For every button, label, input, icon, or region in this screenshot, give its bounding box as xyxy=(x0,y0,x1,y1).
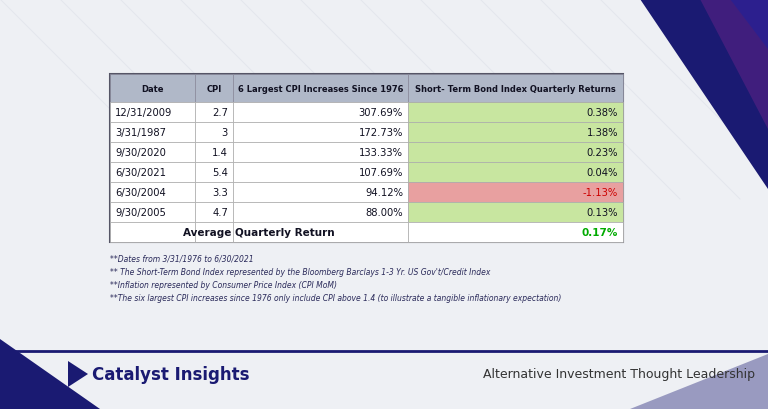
Text: Catalyst Insights: Catalyst Insights xyxy=(92,365,250,383)
Text: 0.23%: 0.23% xyxy=(587,148,618,157)
Text: **Dates from 3/31/1976 to 6/30/2021: **Dates from 3/31/1976 to 6/30/2021 xyxy=(110,254,253,263)
Text: 0.17%: 0.17% xyxy=(581,227,618,237)
Text: Average Quarterly Return: Average Quarterly Return xyxy=(184,227,335,237)
Text: 12/31/2009: 12/31/2009 xyxy=(115,108,172,118)
Polygon shape xyxy=(730,0,768,50)
Bar xyxy=(195,222,233,243)
Text: 307.69%: 307.69% xyxy=(359,108,403,118)
Polygon shape xyxy=(630,354,768,409)
Text: 88.00%: 88.00% xyxy=(366,207,403,218)
Bar xyxy=(110,182,195,202)
Text: 133.33%: 133.33% xyxy=(359,148,403,157)
Text: 6/30/2004: 6/30/2004 xyxy=(115,188,166,198)
Bar xyxy=(408,75,623,103)
Text: Short- Term Bond Index Quarterly Returns: Short- Term Bond Index Quarterly Returns xyxy=(415,84,616,93)
Bar xyxy=(408,202,623,222)
Text: Date: Date xyxy=(141,84,164,93)
Bar xyxy=(195,202,233,222)
Bar xyxy=(408,123,623,143)
Text: 172.73%: 172.73% xyxy=(359,128,403,138)
Bar xyxy=(195,123,233,143)
Text: 9/30/2020: 9/30/2020 xyxy=(115,148,166,157)
Text: 1.4: 1.4 xyxy=(212,148,228,157)
Text: 94.12%: 94.12% xyxy=(365,188,403,198)
Text: 6/30/2021: 6/30/2021 xyxy=(115,168,166,178)
Bar xyxy=(110,103,195,123)
Bar xyxy=(195,182,233,202)
Bar xyxy=(195,163,233,182)
Bar xyxy=(195,75,233,103)
Bar xyxy=(195,103,233,123)
Polygon shape xyxy=(68,361,88,387)
Text: 5.4: 5.4 xyxy=(212,168,228,178)
Bar xyxy=(233,222,408,243)
Bar xyxy=(233,182,408,202)
Bar xyxy=(408,182,623,202)
Bar xyxy=(110,163,195,182)
Polygon shape xyxy=(700,0,768,130)
Text: 107.69%: 107.69% xyxy=(359,168,403,178)
Text: 4.7: 4.7 xyxy=(212,207,228,218)
Polygon shape xyxy=(0,339,100,409)
Text: 6 Largest CPI Increases Since 1976: 6 Largest CPI Increases Since 1976 xyxy=(238,84,403,93)
Bar xyxy=(233,143,408,163)
Text: 3/31/1987: 3/31/1987 xyxy=(115,128,166,138)
Text: 0.38%: 0.38% xyxy=(587,108,618,118)
Bar xyxy=(110,202,195,222)
Bar xyxy=(233,103,408,123)
Polygon shape xyxy=(640,0,768,189)
Bar xyxy=(110,123,195,143)
Text: Alternative Investment Thought Leadership: Alternative Investment Thought Leadershi… xyxy=(483,368,755,380)
Text: 3: 3 xyxy=(222,128,228,138)
Bar xyxy=(408,143,623,163)
Text: 0.13%: 0.13% xyxy=(587,207,618,218)
Bar xyxy=(233,163,408,182)
Text: 0.04%: 0.04% xyxy=(587,168,618,178)
Text: 3.3: 3.3 xyxy=(212,188,228,198)
Bar xyxy=(408,103,623,123)
Text: **The six largest CPI increases since 1976 only include CPI above 1.4 (to illust: **The six largest CPI increases since 19… xyxy=(110,293,561,302)
Bar xyxy=(110,222,195,243)
Bar xyxy=(233,123,408,143)
Bar xyxy=(408,163,623,182)
Bar xyxy=(110,75,195,103)
Bar xyxy=(233,202,408,222)
Text: 9/30/2005: 9/30/2005 xyxy=(115,207,166,218)
Bar xyxy=(408,222,623,243)
Text: **Inflation represented by Consumer Price Index (CPI MoM): **Inflation represented by Consumer Pric… xyxy=(110,280,337,289)
Text: CPI: CPI xyxy=(207,84,222,93)
Bar xyxy=(195,143,233,163)
Text: 1.38%: 1.38% xyxy=(587,128,618,138)
Text: -1.13%: -1.13% xyxy=(583,188,618,198)
Bar xyxy=(110,75,623,243)
Text: ** The Short-Term Bond Index represented by the Bloomberg Barclays 1-3 Yr. US Go: ** The Short-Term Bond Index represented… xyxy=(110,267,491,276)
Bar xyxy=(233,75,408,103)
Text: 2.7: 2.7 xyxy=(212,108,228,118)
Bar xyxy=(110,143,195,163)
